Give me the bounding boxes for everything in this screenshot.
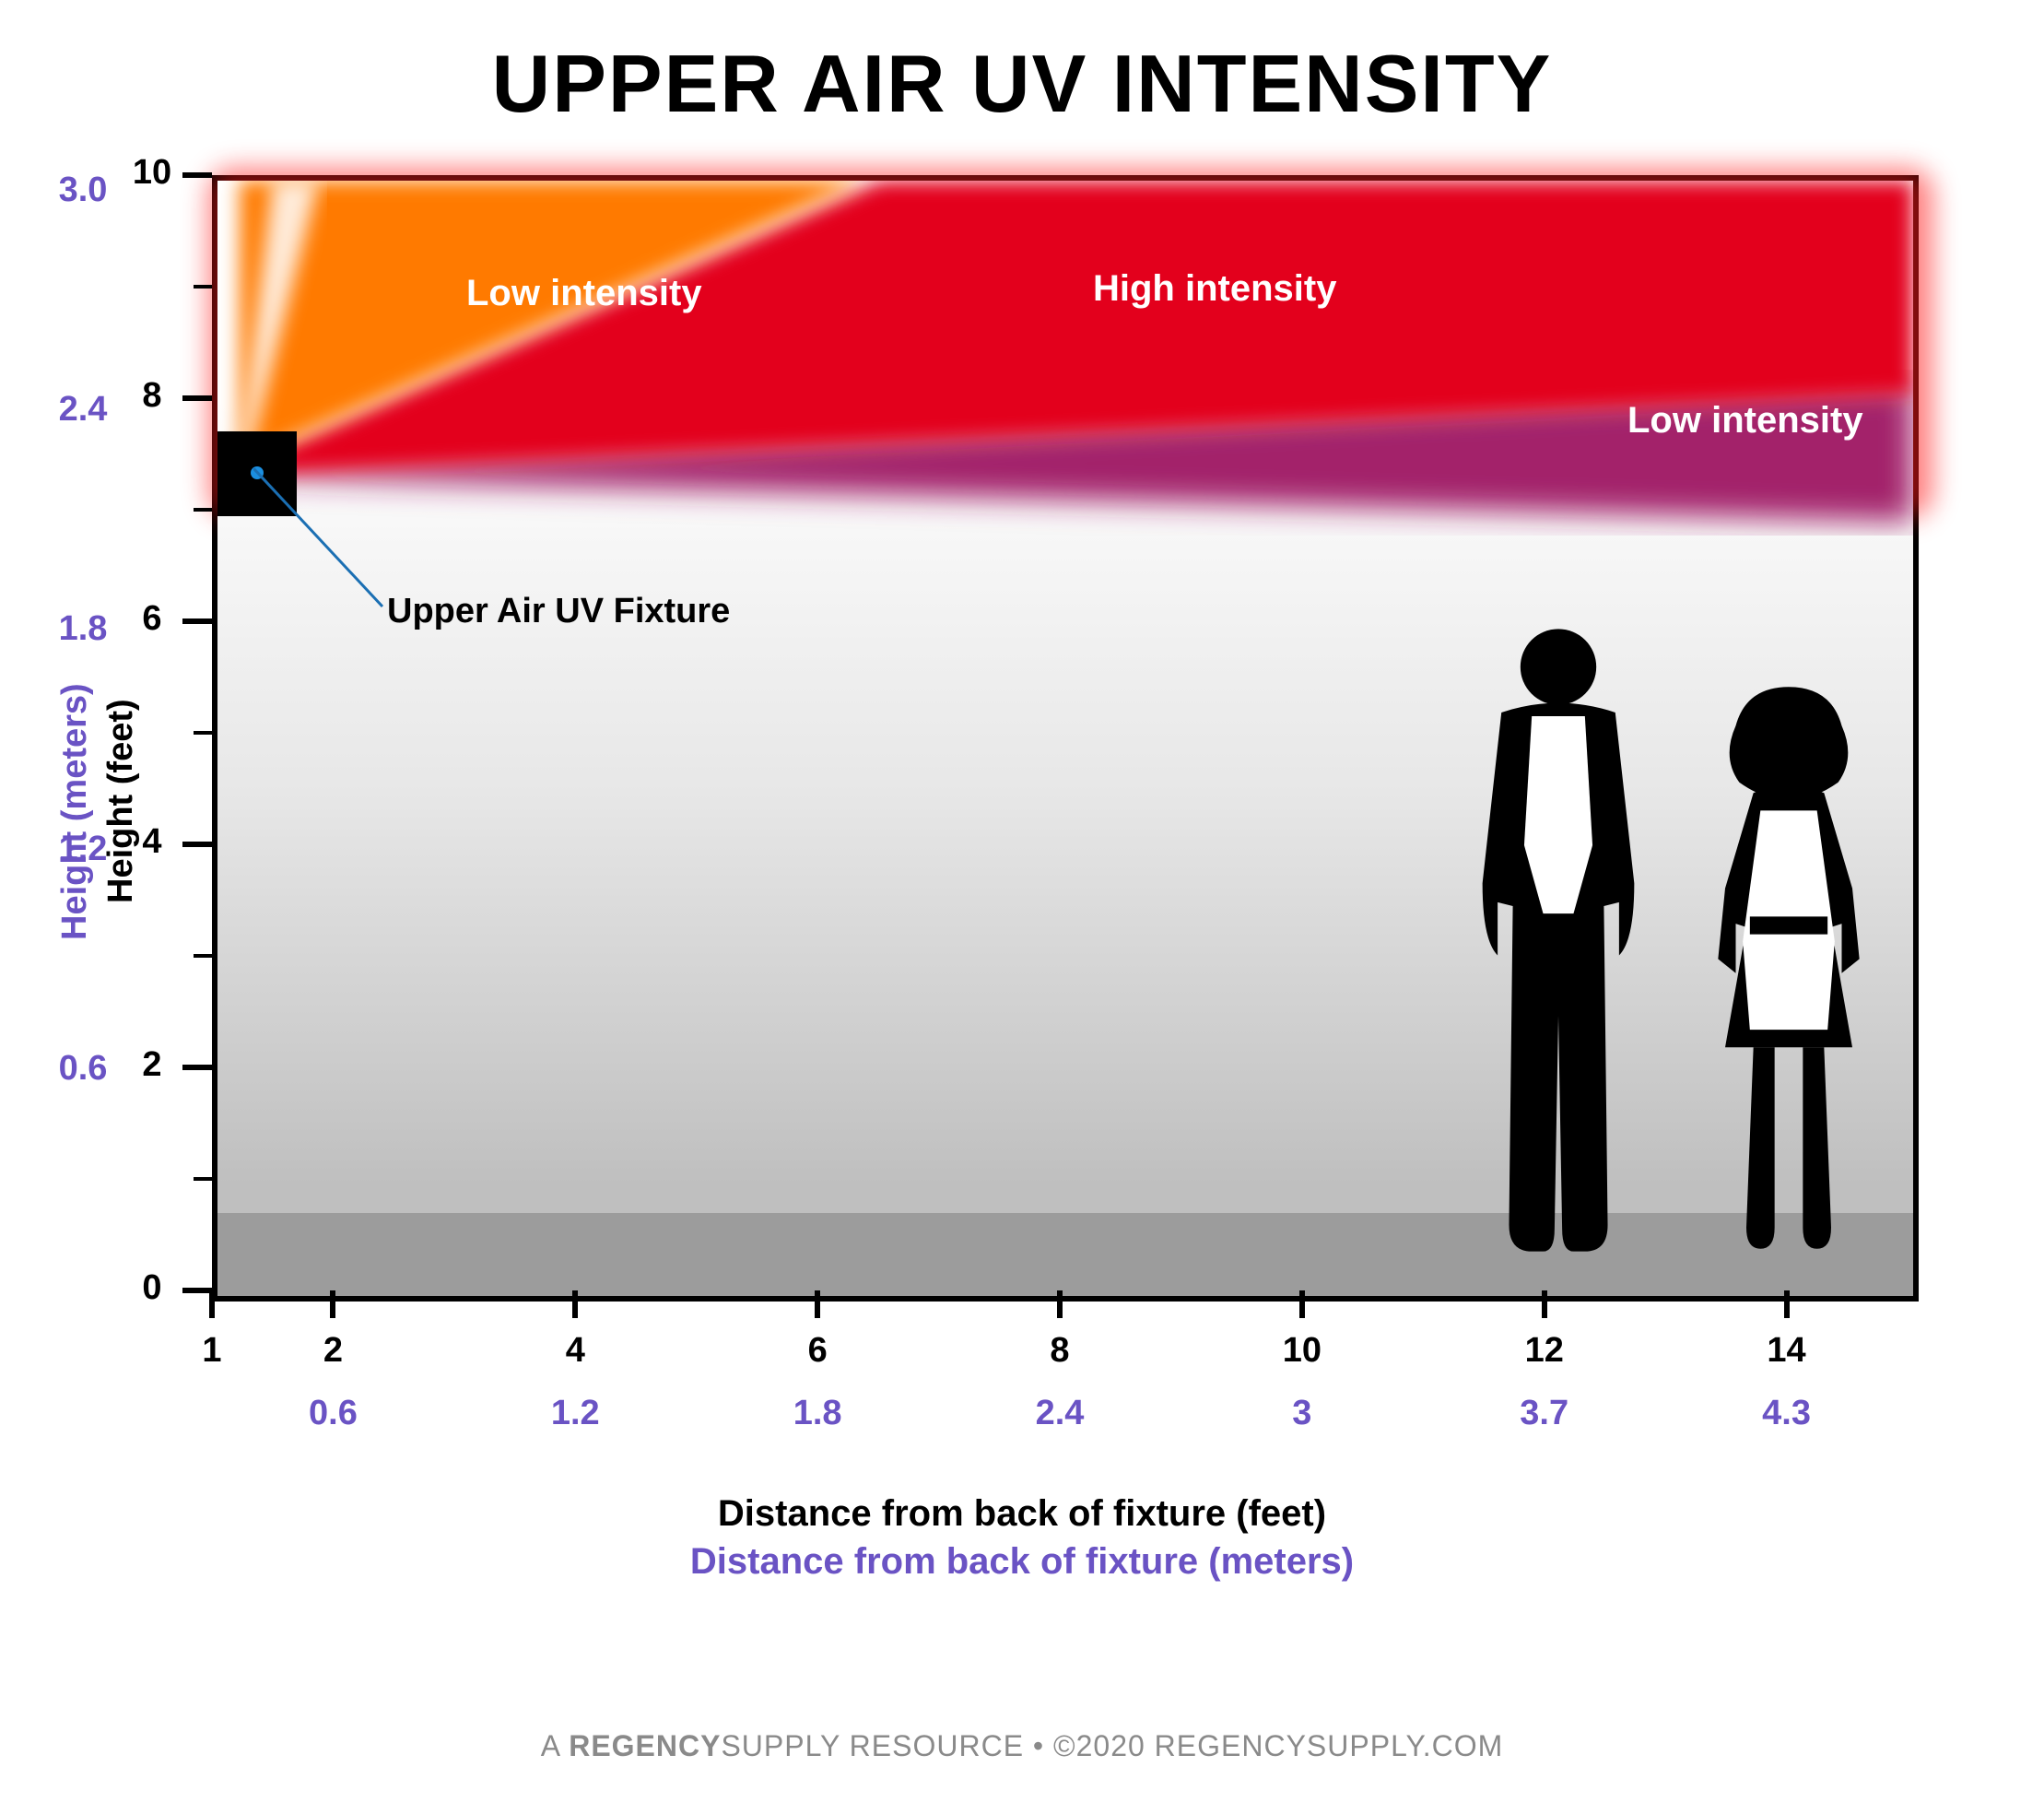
x-ticklabel-m: 4.3 [1741, 1394, 1833, 1433]
y-tick [182, 618, 212, 624]
y-label-feet: Height (feet) [101, 699, 141, 903]
y-minor-tick [194, 1177, 212, 1181]
y-minor-tick [194, 731, 212, 735]
y-ticklabel-ft: 10 [129, 153, 175, 193]
label-low-lower: Low intensity [1627, 400, 1863, 442]
footer-rest: RESOURCE • ©2020 REGENCYSUPPLY.COM [840, 1729, 1503, 1762]
x-ticklabel-ft: 10 [1265, 1331, 1339, 1371]
y-ticklabel-ft: 0 [129, 1268, 175, 1308]
x-ticklabel-m: 1.2 [529, 1394, 621, 1433]
y-tick [182, 842, 212, 847]
y-tick [182, 1065, 212, 1070]
fixture-label: Upper Air UV Fixture [387, 592, 730, 631]
x-tick [1784, 1290, 1790, 1318]
y-minor-tick [194, 954, 212, 958]
x-ticklabel-m: 0.6 [287, 1394, 379, 1433]
silhouette-man [1443, 618, 1674, 1263]
x-ticklabel-ft: 12 [1508, 1331, 1581, 1371]
x-tick [330, 1290, 335, 1318]
y-ticklabel-ft: 4 [129, 822, 175, 862]
x-ticklabel-m: 2.4 [1014, 1394, 1106, 1433]
plot-area: Low intensity High intensity Low intensi… [212, 175, 1919, 1302]
y-label-meters: Height (meters) [55, 683, 95, 940]
x-tick [1057, 1290, 1063, 1318]
y-tick [182, 1288, 212, 1293]
x-label-feet: Distance from back of fixture (feet) [0, 1493, 2044, 1535]
x-ticklabel-ft: 14 [1750, 1331, 1824, 1371]
y-ticklabel-ft: 2 [129, 1045, 175, 1085]
x-tick [209, 1290, 215, 1318]
plot-clip: Low intensity High intensity Low intensi… [217, 181, 1913, 1296]
x-ticklabel-ft: 1 [175, 1331, 249, 1371]
y-ticklabel-ft: 8 [129, 376, 175, 416]
y-ticklabel-m: 2.4 [46, 390, 120, 430]
x-ticklabel-ft: 4 [538, 1331, 612, 1371]
y-ticklabel-m: 1.2 [46, 830, 120, 869]
x-label-meters: Distance from back of fixture (meters) [0, 1541, 2044, 1583]
label-low-upper: Low intensity [466, 273, 702, 314]
x-tick [1542, 1290, 1547, 1318]
x-tick [1299, 1290, 1305, 1318]
footer-brand-bold: REGENCY [569, 1729, 721, 1762]
page: { "title": {"text":"UPPER AIR UV INTENSI… [0, 0, 2044, 1814]
footer-prefix: A [541, 1729, 569, 1762]
label-high: High intensity [1093, 268, 1336, 310]
y-tick [182, 172, 212, 178]
x-ticklabel-m: 3.7 [1498, 1394, 1591, 1433]
y-ticklabel-ft: 6 [129, 599, 175, 639]
y-ticklabel-m: 3.0 [46, 171, 120, 210]
y-minor-tick [194, 508, 212, 512]
footer: A REGENCYSUPPLY RESOURCE • ©2020 REGENCY… [0, 1729, 2044, 1763]
x-tick [572, 1290, 578, 1318]
x-ticklabel-ft: 8 [1023, 1331, 1097, 1371]
y-tick [182, 395, 212, 401]
x-ticklabel-m: 1.8 [771, 1394, 863, 1433]
x-tick [815, 1290, 820, 1318]
x-ticklabel-m: 3 [1256, 1394, 1348, 1433]
y-ticklabel-m: 0.6 [46, 1049, 120, 1089]
y-minor-tick [194, 285, 212, 289]
y-ticklabel-m: 1.8 [46, 609, 120, 649]
x-ticklabel-ft: 6 [781, 1331, 854, 1371]
footer-brand-light: SUPPLY [721, 1729, 840, 1762]
x-ticklabel-ft: 2 [296, 1331, 370, 1371]
silhouette-woman [1683, 673, 1895, 1263]
chart-title: UPPER AIR UV INTENSITY [0, 37, 2044, 131]
